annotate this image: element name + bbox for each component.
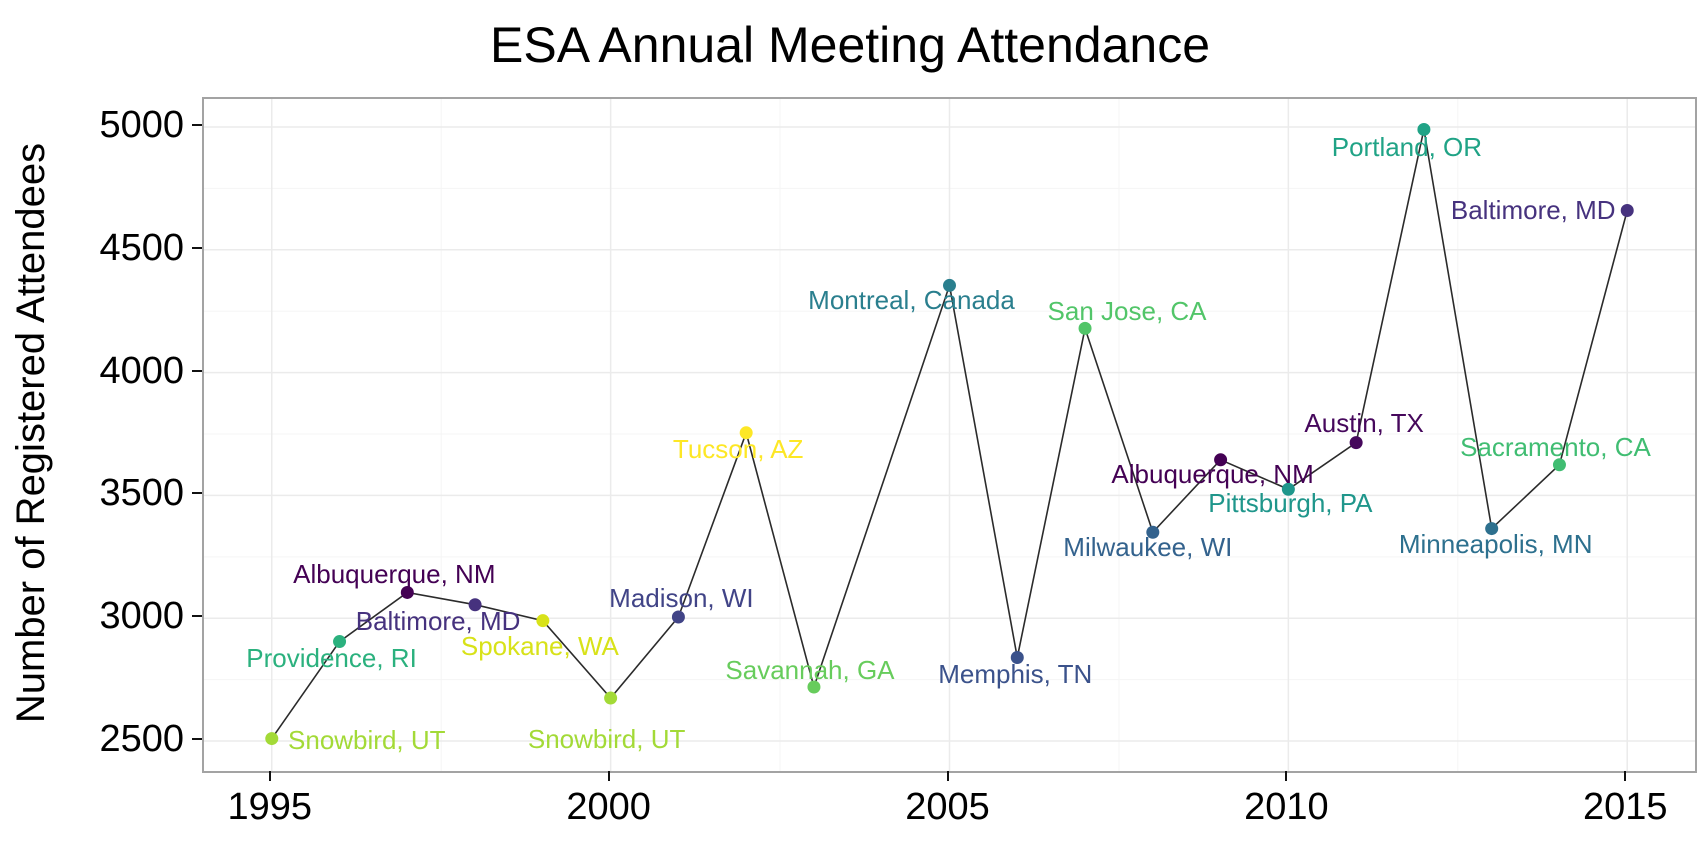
x-axis-tick-label: 2005 bbox=[905, 786, 990, 828]
plot-svg bbox=[204, 99, 1695, 771]
data-point bbox=[1349, 436, 1363, 450]
y-axis-tick-label: 5000 bbox=[99, 104, 184, 146]
data-point bbox=[1485, 522, 1499, 536]
y-axis-tick-mark bbox=[192, 246, 202, 249]
x-axis-tick-mark bbox=[1624, 771, 1627, 781]
data-point bbox=[1214, 453, 1228, 467]
chart-title: ESA Annual Meeting Attendance bbox=[490, 17, 1210, 73]
data-point bbox=[1146, 525, 1160, 539]
y-axis-tick-label: 4000 bbox=[99, 349, 184, 392]
y-axis-tick-label: 4500 bbox=[99, 226, 184, 269]
data-point bbox=[1552, 458, 1566, 472]
y-axis-tick-mark bbox=[192, 738, 202, 741]
data-point bbox=[400, 585, 414, 599]
data-point bbox=[943, 278, 956, 292]
plot-panel bbox=[202, 97, 1697, 773]
data-point bbox=[333, 635, 347, 649]
x-axis-tick-label: 1995 bbox=[227, 786, 313, 828]
data-point bbox=[1417, 122, 1431, 136]
x-axis-tick-label: 2015 bbox=[1582, 786, 1668, 828]
attendance-line bbox=[271, 129, 1629, 740]
x-axis-tick-mark bbox=[268, 771, 271, 781]
x-axis-tick-mark bbox=[607, 771, 610, 781]
y-axis-tick-label: 2500 bbox=[99, 718, 184, 761]
x-axis-tick-label: 2000 bbox=[566, 786, 651, 828]
data-point bbox=[536, 614, 550, 628]
data-point bbox=[265, 732, 279, 746]
y-axis-tick-mark bbox=[192, 369, 202, 372]
y-axis-tick-mark bbox=[192, 615, 202, 618]
data-point bbox=[1010, 651, 1024, 665]
data-point bbox=[604, 691, 618, 705]
data-point bbox=[468, 598, 482, 612]
x-axis-tick-label: 2010 bbox=[1244, 786, 1329, 828]
data-point bbox=[739, 426, 753, 440]
y-axis-tick-mark bbox=[192, 492, 202, 495]
data-point bbox=[671, 610, 685, 624]
data-point bbox=[1078, 321, 1092, 335]
x-axis-tick-mark bbox=[1285, 771, 1288, 781]
x-axis-tick-mark bbox=[946, 771, 949, 781]
y-axis-tick-mark bbox=[192, 124, 202, 126]
data-point bbox=[1281, 482, 1295, 496]
y-axis-tick-label: 3500 bbox=[99, 472, 184, 515]
y-axis-tick-label: 3000 bbox=[99, 595, 184, 638]
data-point bbox=[1620, 204, 1634, 218]
data-point bbox=[807, 680, 821, 694]
